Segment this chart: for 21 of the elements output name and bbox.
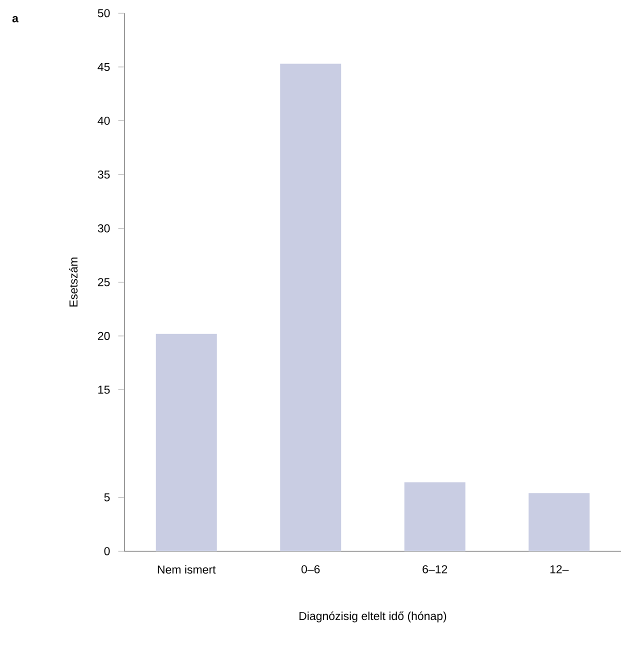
y-tick-label: 50 <box>98 9 110 18</box>
x-tick-label: Nem ismert <box>158 565 216 574</box>
bar <box>404 482 466 552</box>
y-axis-title: Esetszám <box>68 258 78 306</box>
y-tick-label: 40 <box>97 116 110 125</box>
y-tick-label: 15 <box>98 386 110 394</box>
x-tick-label: 12– <box>550 565 568 574</box>
y-tick-label: 35 <box>98 170 110 179</box>
y-tick-label: 45 <box>97 62 110 71</box>
bar <box>156 334 217 552</box>
bar <box>528 493 590 552</box>
y-tick-label: 20 <box>98 332 110 340</box>
x-axis-title: Diagnózisig eltelt idő (hónap) <box>299 612 446 622</box>
x-tick-label: 6–12 <box>422 565 447 574</box>
y-tick-label: 30 <box>98 224 110 232</box>
y-tick-label: 25 <box>98 278 110 286</box>
y-tick-label: 0 <box>104 547 110 556</box>
y-tick-label: 5 <box>104 493 110 502</box>
x-tick-label: 0–6 <box>301 565 320 574</box>
bar <box>280 64 341 552</box>
text: a <box>12 16 18 22</box>
